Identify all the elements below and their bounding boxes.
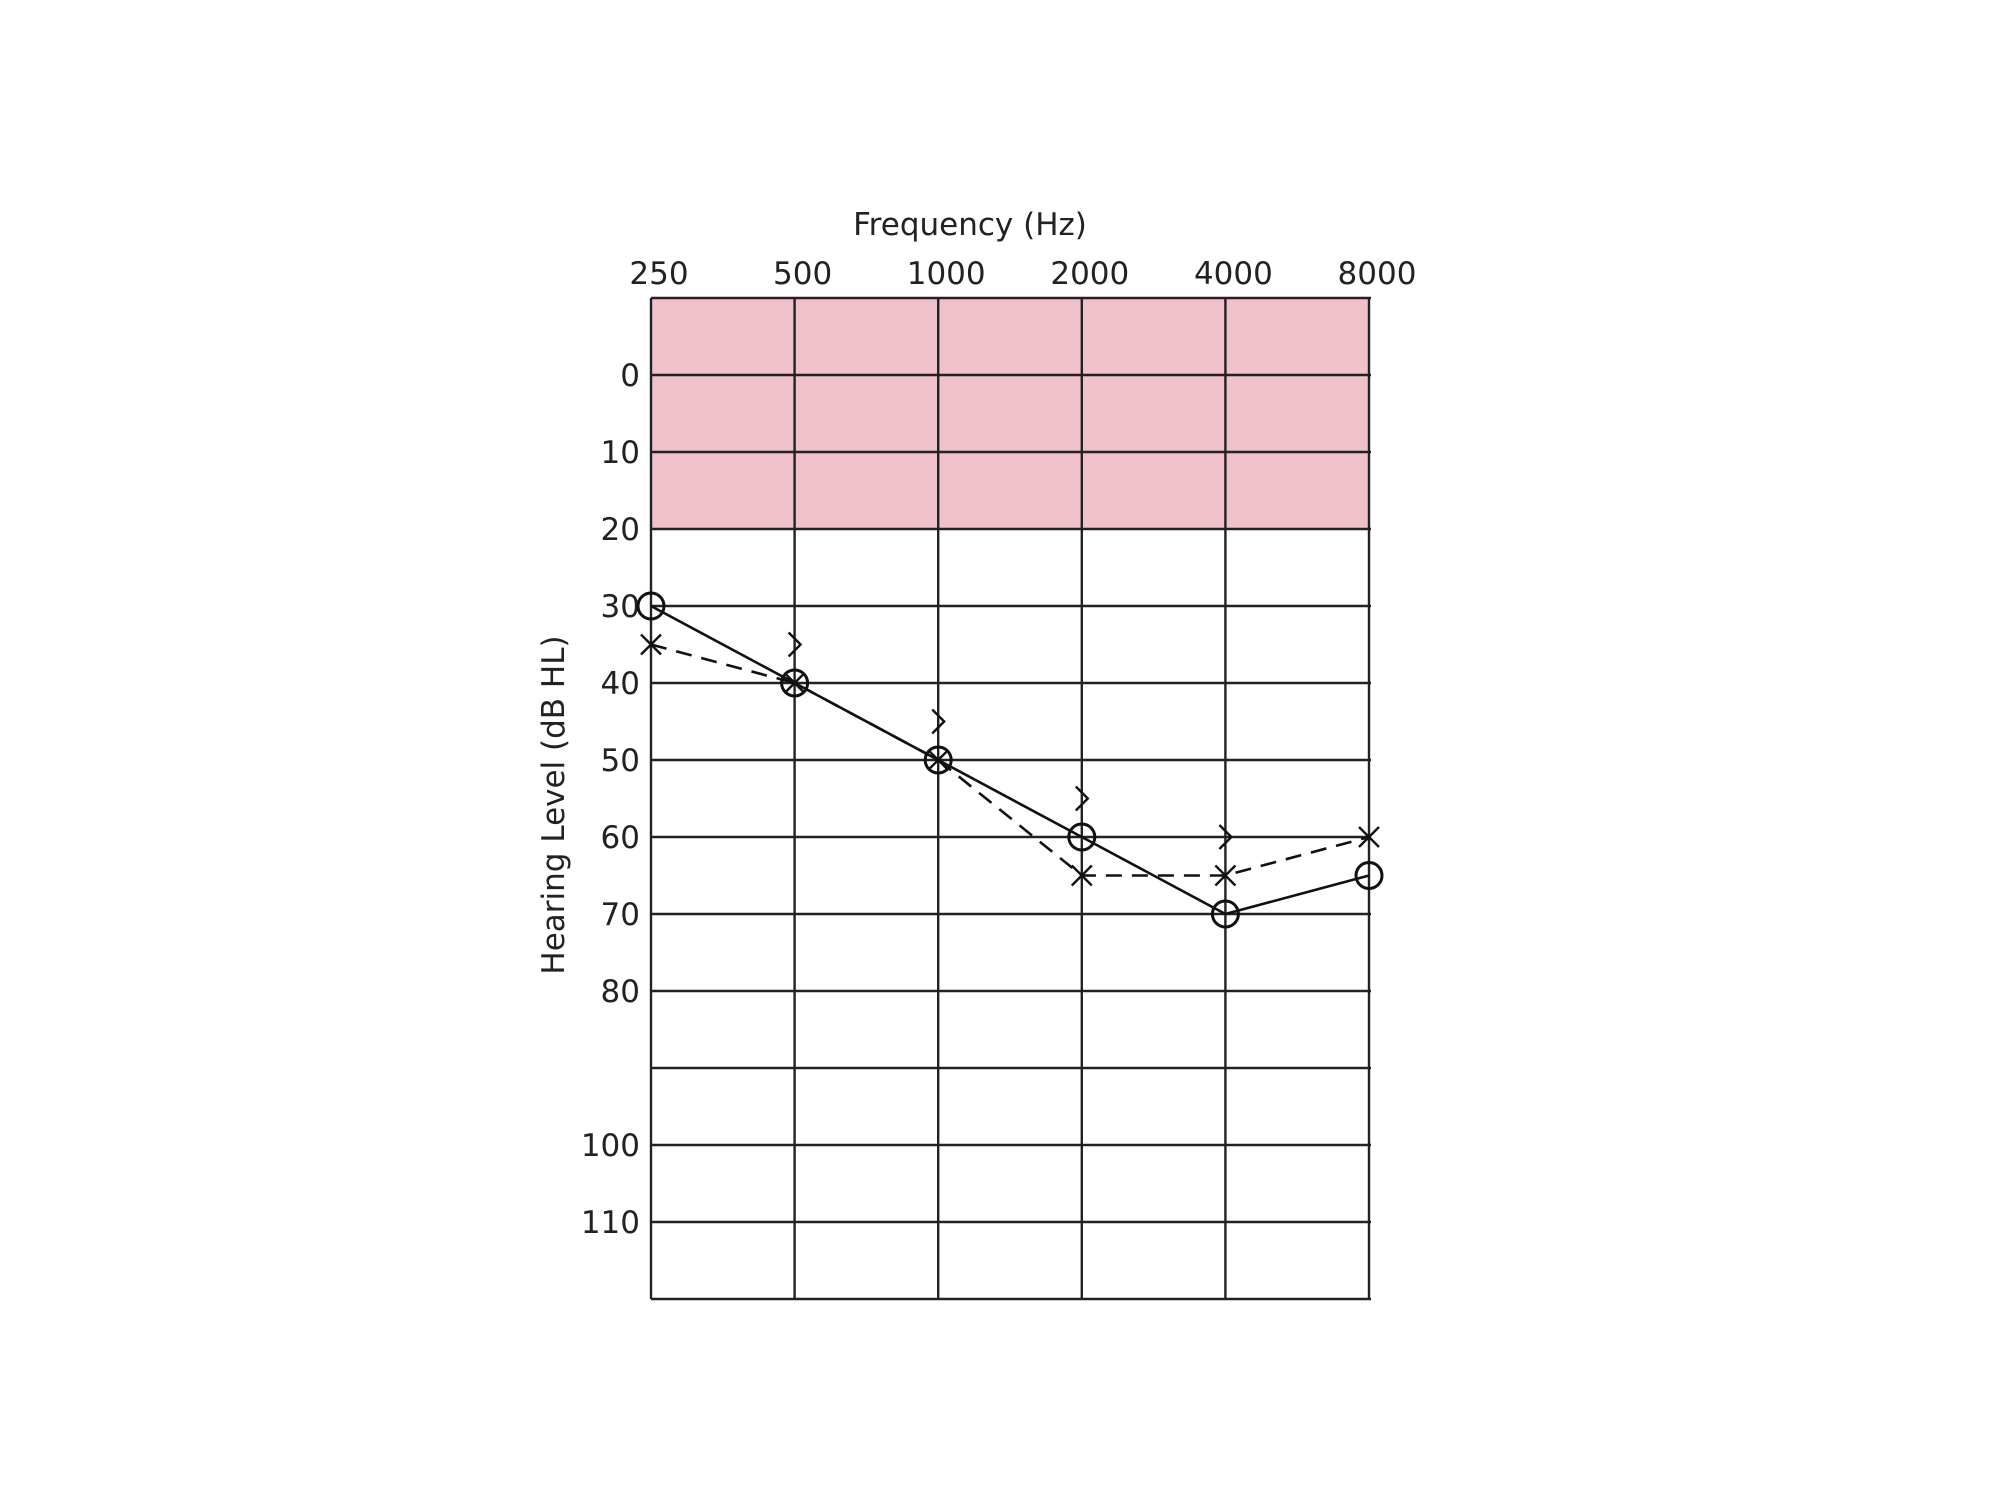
y-tick-label: 30 [601,589,640,625]
y-tick-label: 110 [581,1205,640,1241]
y-tick-label: 0 [620,358,640,394]
data-point-greater-than [931,708,946,735]
y-tick-label: 70 [601,897,640,933]
data-point-circle [636,591,666,621]
data-point-circle [780,668,810,698]
data-point-x [783,672,806,694]
y-tick-label: 80 [601,974,640,1010]
x-tick-label: 1000 [907,256,986,292]
data-point-greater-than [1074,785,1090,812]
y-tick-label: 10 [601,435,640,471]
data-point-greater-than [787,631,803,658]
x-tick-label: 2000 [1050,256,1129,292]
data-point-circle [1354,861,1384,890]
data-point-x [1214,864,1237,887]
x-tick-label: 4000 [1194,256,1273,292]
data-point-circle [1210,899,1240,929]
normal-hearing-band [651,298,1369,529]
series-line-circle [650,604,1370,916]
y-tick-label: 100 [581,1128,640,1164]
x-tick-label: 500 [773,256,832,292]
data-point-x [1358,826,1380,848]
x-tick-label: 8000 [1338,256,1417,292]
y-tick-label: 60 [601,820,640,856]
data-point-x [640,633,662,656]
data-point-x [927,749,950,771]
x-tick-label: 250 [629,256,688,292]
series-line-x [650,643,1370,877]
data-point-greater-than [1218,824,1234,850]
data-point-circle [1067,822,1097,852]
data-point-x [1070,864,1093,887]
x-axis-title: Frequency (Hz) [853,207,1087,243]
y-tick-label: 40 [601,666,640,702]
y-tick-label: 50 [601,743,640,779]
y-axis-title: Hearing Level (dB HL) [536,635,572,974]
y-tick-label: 20 [601,512,640,548]
data-point-circle [923,745,953,775]
